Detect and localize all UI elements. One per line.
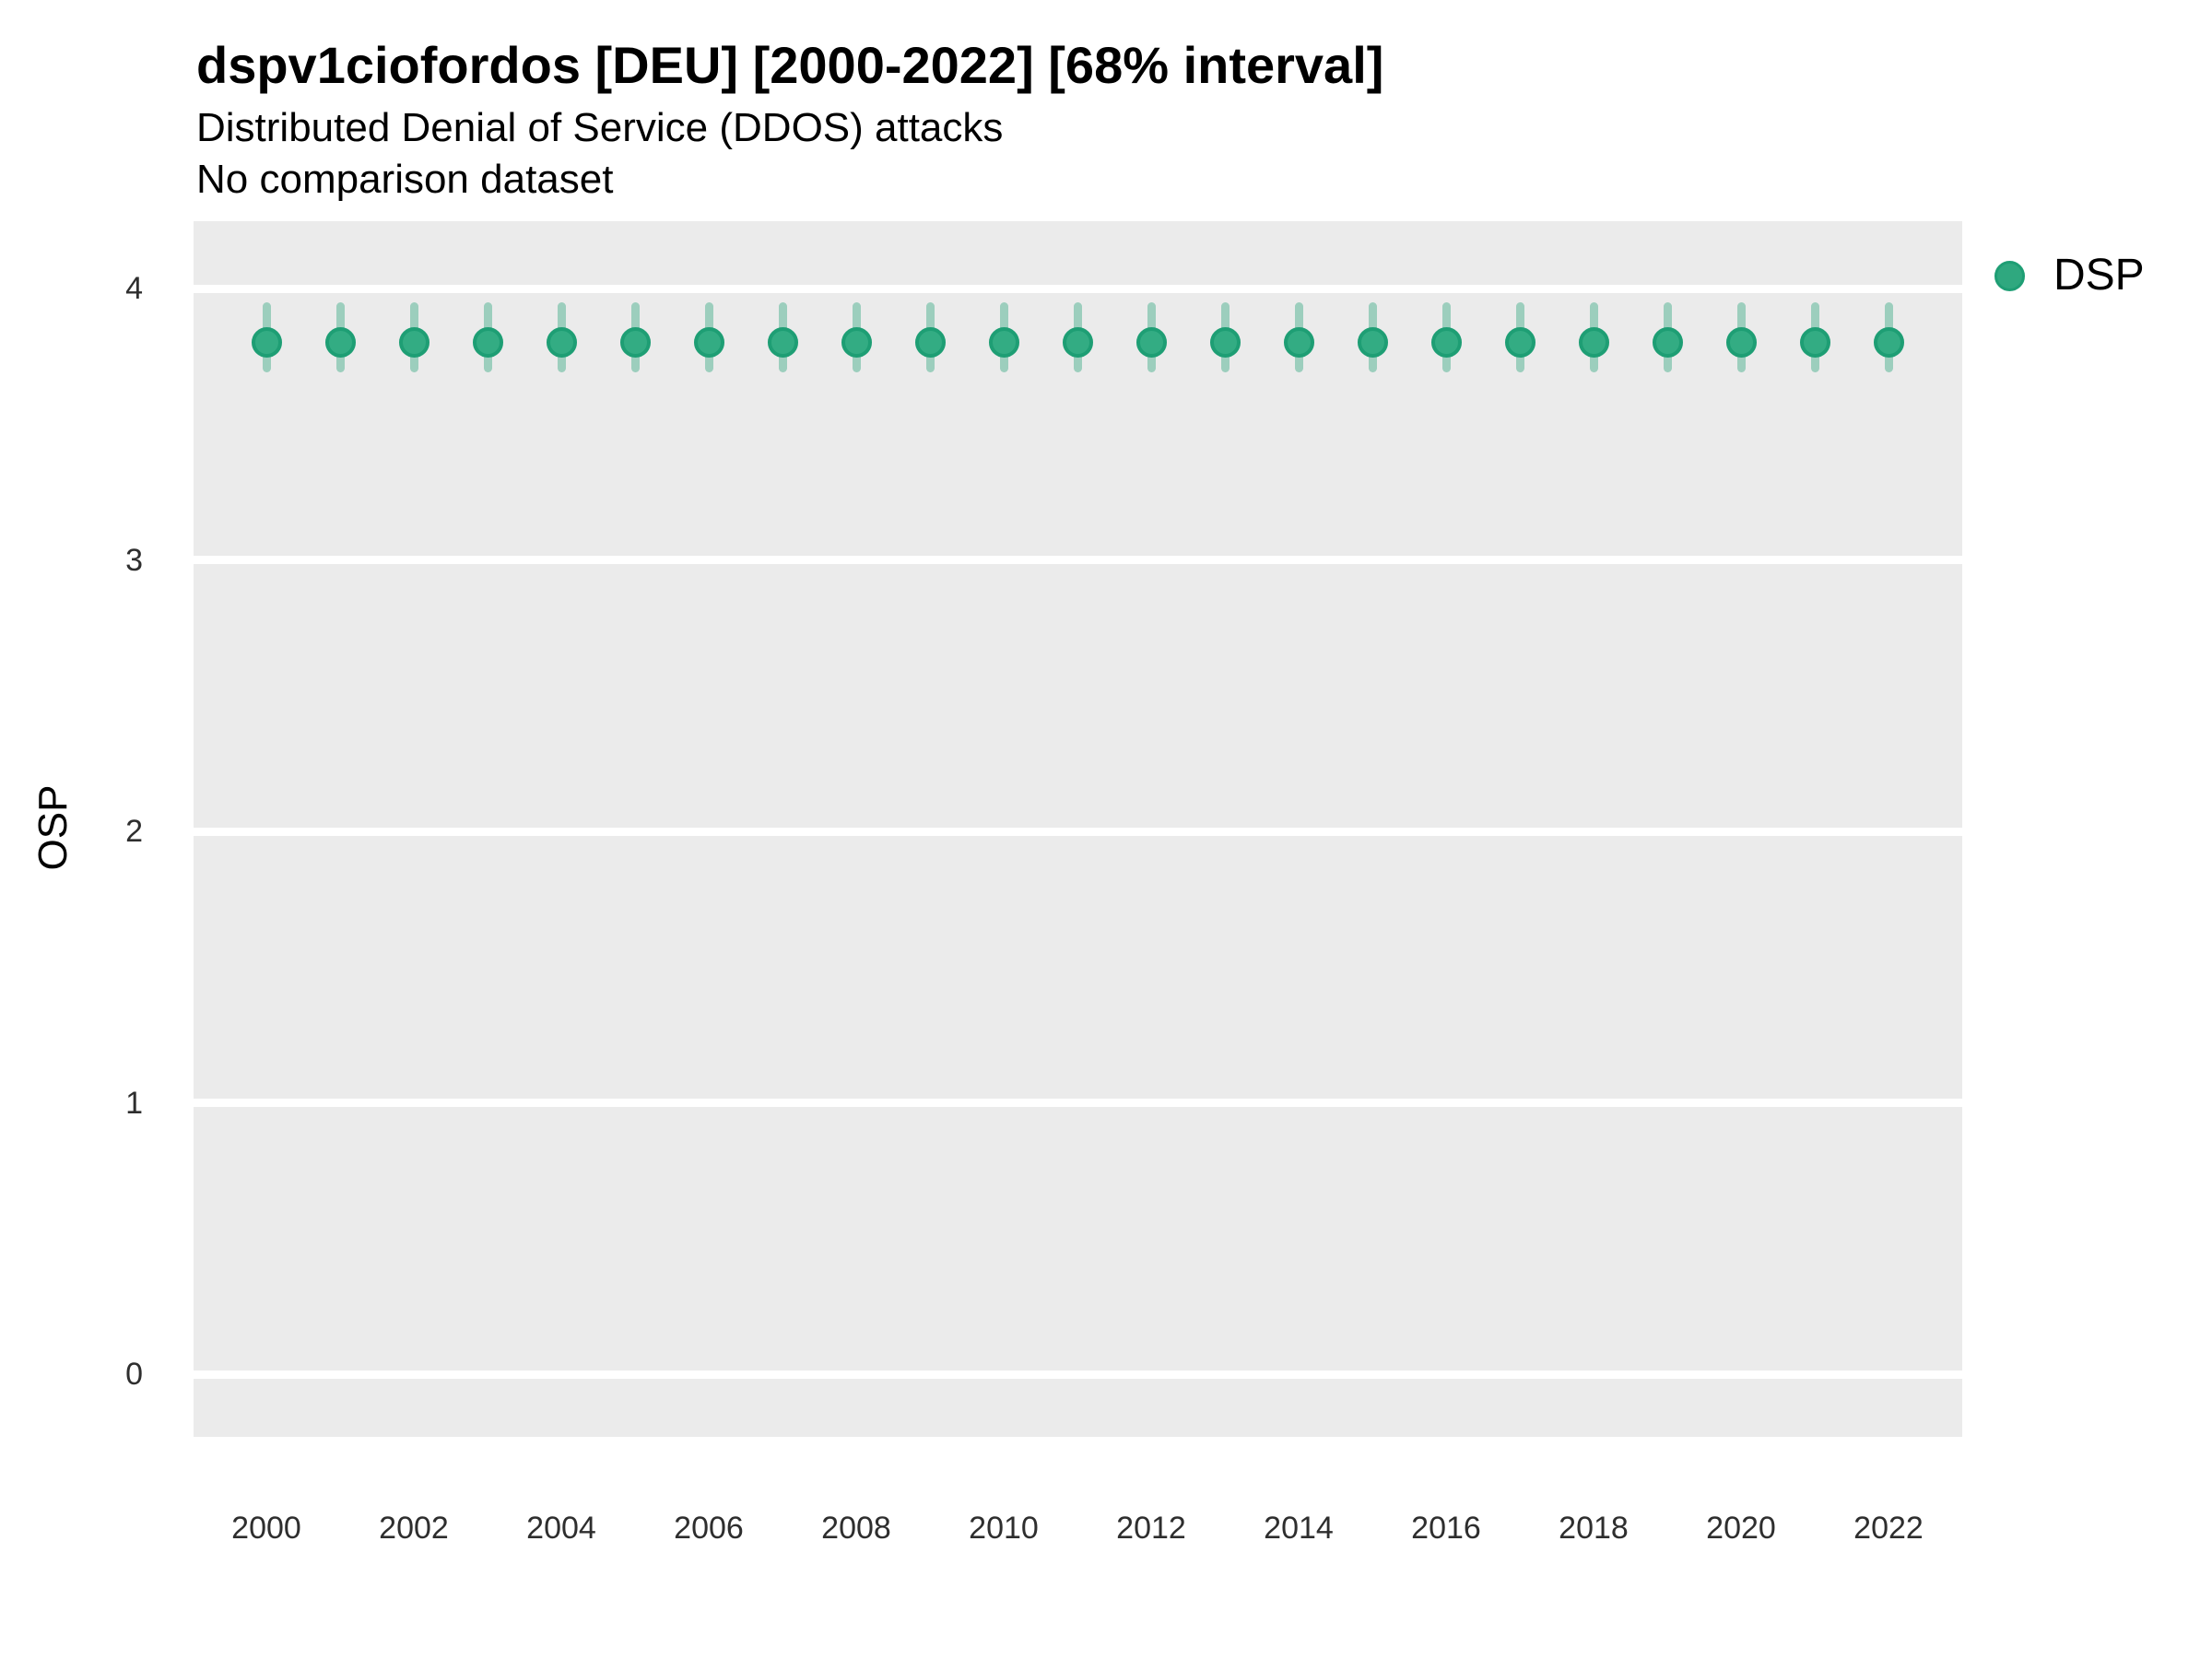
data-point-2001 bbox=[324, 327, 356, 359]
legend-marker-icon bbox=[1994, 261, 2025, 291]
y-axis-title: OSP bbox=[30, 784, 76, 871]
y-tick-label-4: 4 bbox=[125, 271, 143, 306]
data-point-2015 bbox=[1357, 327, 1388, 359]
data-point-2019 bbox=[1652, 327, 1683, 359]
data-point-2006 bbox=[693, 327, 724, 359]
data-point-2017 bbox=[1504, 327, 1535, 359]
x-tick-label-2014: 2014 bbox=[1264, 1511, 1334, 1546]
x-tick-label-2006: 2006 bbox=[674, 1511, 744, 1546]
x-tick-label-2020: 2020 bbox=[1706, 1511, 1776, 1546]
y-tick-label-3: 3 bbox=[125, 542, 143, 578]
chart-subtitle: Distributed Denial of Service (DDOS) att… bbox=[196, 105, 1004, 150]
data-point-2016 bbox=[1430, 327, 1462, 359]
data-point-2008 bbox=[841, 327, 872, 359]
data-point-2004 bbox=[546, 327, 577, 359]
data-point-2009 bbox=[914, 327, 946, 359]
x-tick-label-2000: 2000 bbox=[231, 1511, 301, 1546]
data-point-2021 bbox=[1799, 327, 1830, 359]
y-tick-label-1: 1 bbox=[125, 1085, 143, 1121]
gridline-y-2 bbox=[194, 827, 1962, 836]
legend: DSP bbox=[1994, 230, 2206, 332]
x-tick-label-2004: 2004 bbox=[526, 1511, 596, 1546]
data-point-2010 bbox=[988, 327, 1019, 359]
data-point-2002 bbox=[398, 327, 429, 359]
y-tick-label-0: 0 bbox=[125, 1357, 143, 1392]
x-tick-label-2018: 2018 bbox=[1559, 1511, 1629, 1546]
data-point-2018 bbox=[1578, 327, 1609, 359]
chart-note: No comparison dataset bbox=[196, 157, 614, 202]
x-tick-label-2022: 2022 bbox=[1853, 1511, 1924, 1546]
data-point-2014 bbox=[1283, 327, 1314, 359]
chart-title: dspv1ciofordos [DEU] [2000-2022] [68% in… bbox=[196, 36, 1384, 94]
gridline-y-1 bbox=[194, 1099, 1962, 1107]
x-tick-label-2008: 2008 bbox=[821, 1511, 891, 1546]
plot-panel bbox=[194, 221, 1962, 1437]
legend-series-label: DSP bbox=[2053, 251, 2145, 300]
data-point-2011 bbox=[1062, 327, 1093, 359]
gridline-y-0 bbox=[194, 1370, 1962, 1379]
x-tick-label-2012: 2012 bbox=[1116, 1511, 1186, 1546]
data-point-2013 bbox=[1209, 327, 1241, 359]
data-point-2022 bbox=[1873, 327, 1904, 359]
data-point-2003 bbox=[472, 327, 503, 359]
x-tick-label-2002: 2002 bbox=[379, 1511, 449, 1546]
y-tick-label-2: 2 bbox=[125, 814, 143, 849]
data-point-2005 bbox=[619, 327, 651, 359]
data-point-2012 bbox=[1135, 327, 1167, 359]
data-point-2000 bbox=[251, 327, 282, 359]
x-tick-label-2016: 2016 bbox=[1411, 1511, 1481, 1546]
gridline-y-4 bbox=[194, 284, 1962, 293]
x-tick-label-2010: 2010 bbox=[969, 1511, 1039, 1546]
data-point-2020 bbox=[1725, 327, 1757, 359]
data-point-2007 bbox=[767, 327, 798, 359]
gridline-y-3 bbox=[194, 556, 1962, 564]
